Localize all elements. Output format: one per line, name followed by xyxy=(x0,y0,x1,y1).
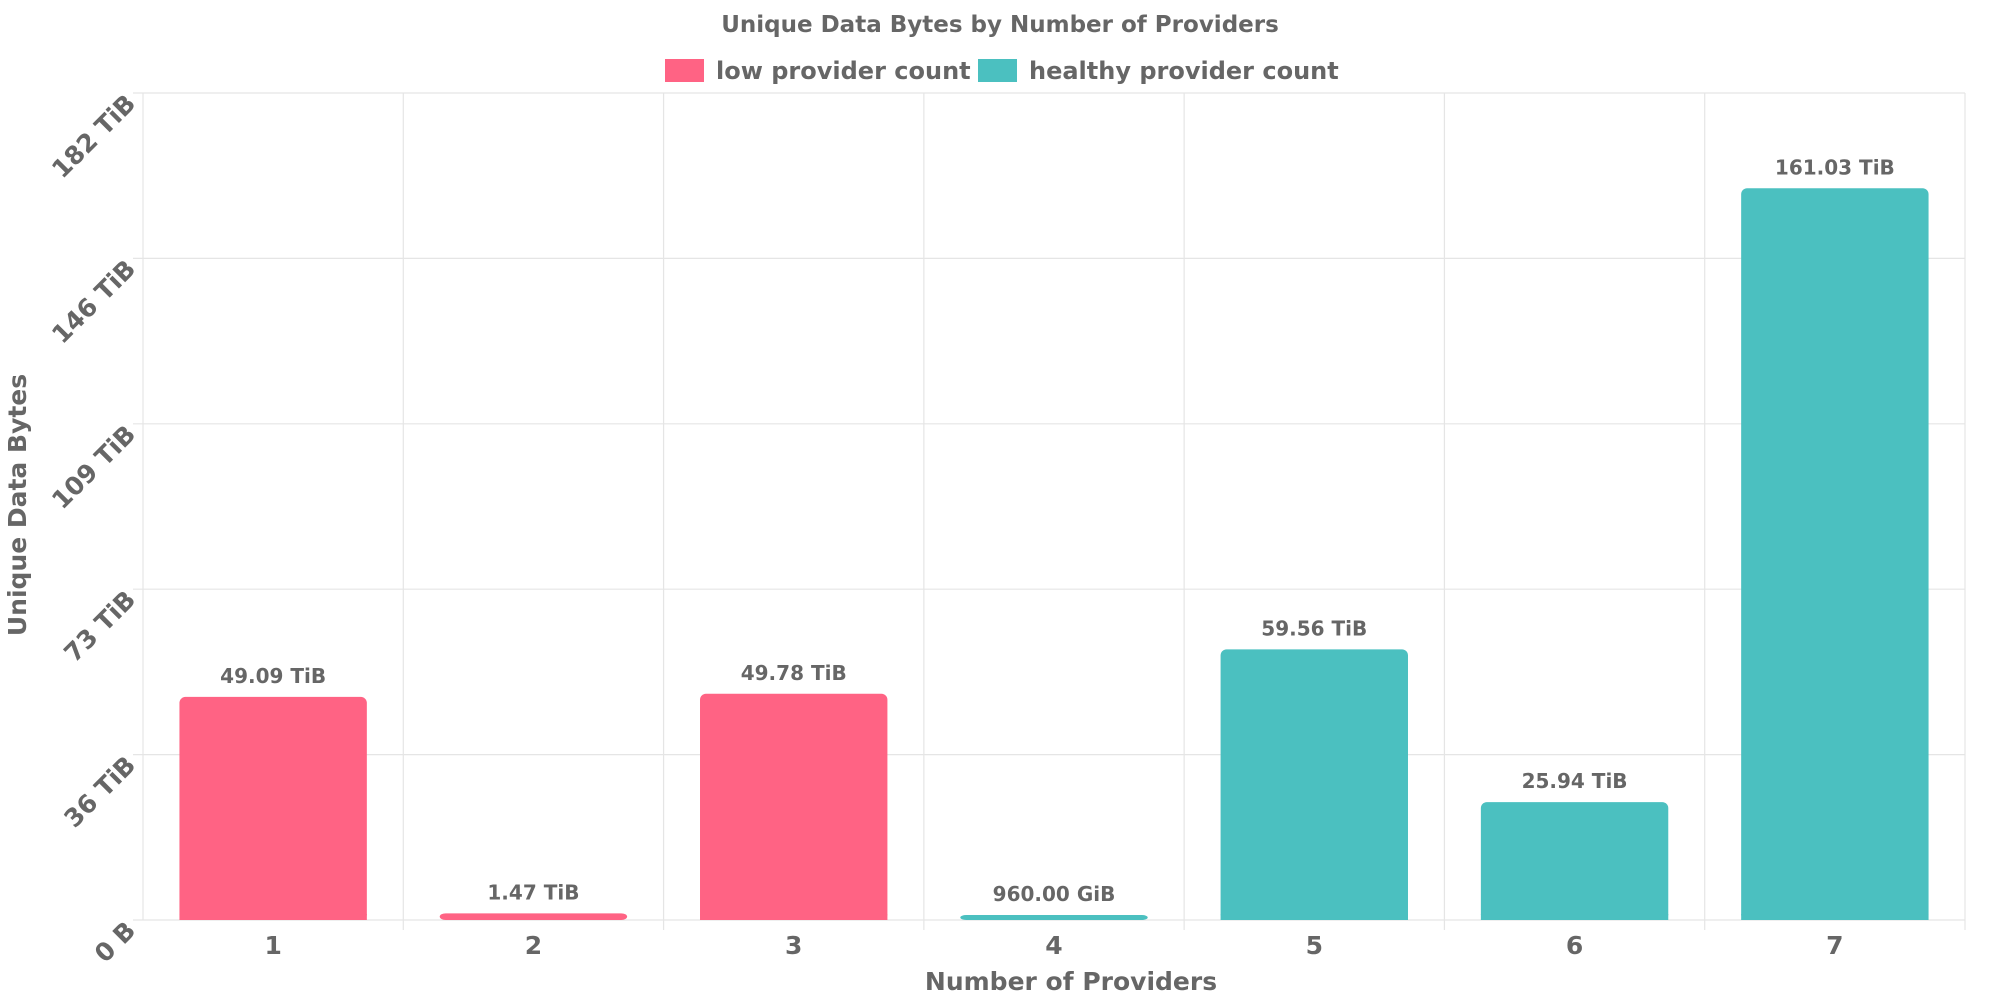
y-tick-label: 36 TiB xyxy=(58,750,141,833)
bar-4[interactable] xyxy=(960,915,1148,920)
bar-base-1 xyxy=(179,914,367,920)
y-tick-label: 73 TiB xyxy=(58,585,141,668)
x-tick-label: 3 xyxy=(785,931,802,960)
bar-6[interactable] xyxy=(1480,802,1669,920)
x-axis-ticks: 1 2 3 4 5 6 7 xyxy=(264,931,1843,960)
data-label-1: 49.09 TiB xyxy=(220,664,326,688)
bar-5[interactable] xyxy=(1220,649,1408,920)
data-label-3: 49.78 TiB xyxy=(741,661,847,685)
bar-base-7 xyxy=(1741,914,1929,920)
x-tick-label: 1 xyxy=(264,931,281,960)
legend-swatch-healthy xyxy=(978,59,1017,82)
legend-item-healthy[interactable]: healthy provider count xyxy=(978,57,1339,85)
bar-2[interactable] xyxy=(439,913,628,920)
x-tick-label: 7 xyxy=(1826,931,1843,960)
bar-1[interactable] xyxy=(179,696,367,920)
bar-base-5 xyxy=(1220,914,1408,920)
x-tick-label: 5 xyxy=(1306,931,1323,960)
data-label-5: 59.56 TiB xyxy=(1261,616,1367,640)
data-labels: 49.09 TiB 1.47 TiB 49.78 TiB 960.00 GiB 59.5… xyxy=(220,155,1895,906)
bars xyxy=(179,188,1929,921)
x-tick-label: 2 xyxy=(525,931,542,960)
x-axis-title: Number of Providers xyxy=(925,967,1217,996)
y-tick-label: 146 TiB xyxy=(46,254,141,349)
data-label-7: 161.03 TiB xyxy=(1775,155,1895,179)
y-axis-title: Unique Data Bytes xyxy=(3,374,32,636)
y-axis-ticks: 0 B 36 TiB 73 TiB 109 TiB 146 TiB 182 TiB xyxy=(46,89,141,968)
legend-label-low: low provider count xyxy=(716,57,971,85)
x-tick-label: 6 xyxy=(1566,931,1583,960)
legend-swatch-low xyxy=(665,59,704,82)
data-label-4: 960.00 GiB xyxy=(993,882,1116,906)
bar-3[interactable] xyxy=(700,693,888,920)
y-tick-label: 182 TiB xyxy=(46,89,141,184)
legend: low provider count healthy provider coun… xyxy=(665,57,1339,85)
legend-label-healthy: healthy provider count xyxy=(1029,57,1339,85)
data-label-2: 1.47 TiB xyxy=(487,880,579,904)
x-tick-label: 4 xyxy=(1045,931,1062,960)
grid-lines xyxy=(133,92,1966,930)
y-tick-label: 0 B xyxy=(89,916,141,968)
chart-title: Unique Data Bytes by Number of Providers xyxy=(721,12,1279,38)
bar-base-3 xyxy=(700,914,888,920)
legend-item-low[interactable]: low provider count xyxy=(665,57,971,85)
y-tick-label: 109 TiB xyxy=(46,420,141,515)
bar-base-6 xyxy=(1480,914,1669,920)
data-label-6: 25.94 TiB xyxy=(1522,769,1628,793)
bar-7[interactable] xyxy=(1741,188,1929,921)
